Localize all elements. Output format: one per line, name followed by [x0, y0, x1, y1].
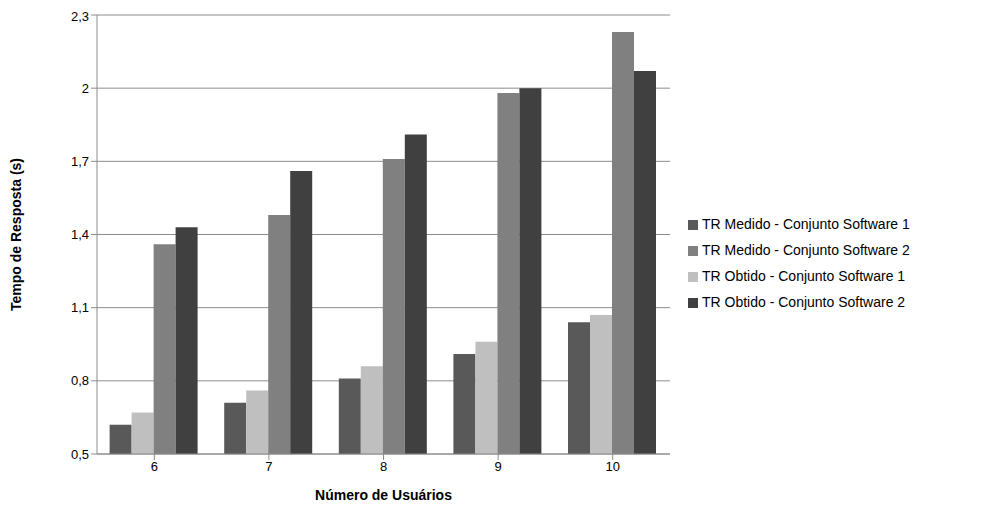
svg-text:8: 8 — [380, 459, 387, 474]
svg-text:Número de Usuários: Número de Usuários — [315, 487, 452, 503]
svg-text:1,4: 1,4 — [71, 227, 89, 242]
svg-text:1,1: 1,1 — [71, 300, 89, 315]
svg-text:0,8: 0,8 — [71, 373, 89, 388]
html-text:TR Obtido - Conjunto Software: TR Obtido - Conjunto Software 1 — [702, 268, 906, 284]
html-text:TR Medido - Conjunto Software: TR Medido - Conjunto Software 1 — [702, 216, 910, 232]
svg-text:9: 9 — [494, 459, 501, 474]
svg-text:7: 7 — [265, 459, 272, 474]
svg-text:Tempo de Resposta (s): Tempo de Resposta (s) — [8, 158, 24, 311]
svg-text:6: 6 — [151, 459, 158, 474]
svg-text:2,3: 2,3 — [71, 9, 89, 24]
svg-text:0,5: 0,5 — [71, 447, 89, 462]
svg-text:2: 2 — [82, 81, 89, 96]
html-text:TR Obtido - Conjunto Software: TR Obtido - Conjunto Software 2 — [702, 294, 906, 310]
svg-text:10: 10 — [605, 459, 619, 474]
svg-text:1,7: 1,7 — [71, 154, 89, 169]
html-text:TR Medido - Conjunto Software: TR Medido - Conjunto Software 2 — [702, 242, 910, 258]
